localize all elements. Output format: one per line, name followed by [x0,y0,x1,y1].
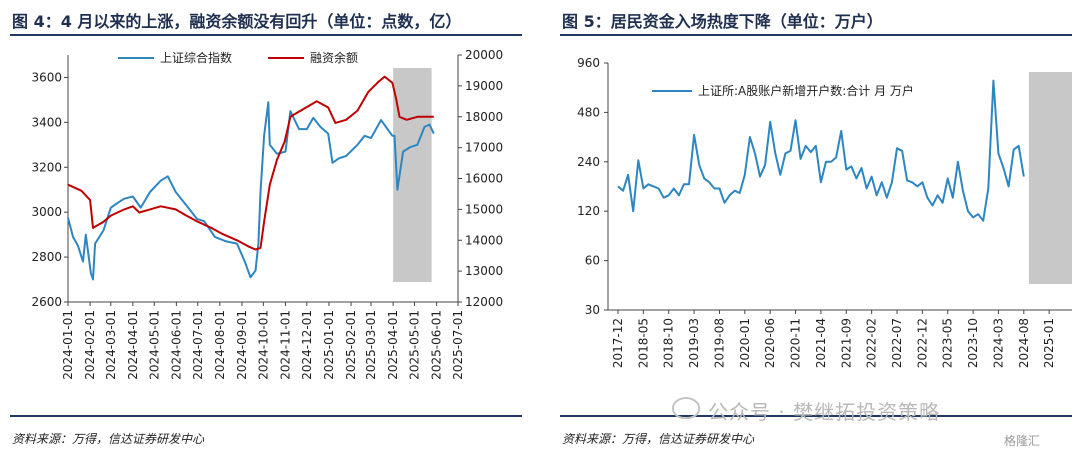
x-tick-label: 2024-04-01 [126,310,140,380]
y-left-tick-label: 3400 [31,115,62,129]
x-tick-label: 2023-05 [941,318,955,368]
x-tick-label: 2024-11-01 [278,310,292,380]
y-left-tick-label: 2600 [31,295,62,309]
x-tick-label: 2025-07-01 [451,310,465,380]
figure-4-panel: 图 4：4 月以来的上涨，融资余额没有回升（单位：点数，亿） 2600 2800 3… [0,0,530,453]
x-tick-label: 2021-04 [814,318,828,368]
x-tick-label: 2024-08 [1017,318,1031,368]
y-right-tick-label: 16000 [465,172,503,186]
y-left-tick-label: 3600 [31,70,62,84]
y-right-tick-label: 13000 [465,264,503,278]
legend-label: 上证所:A股账户新增开户数:合计 月 万户 [698,83,914,98]
y-tick-label: 30 [585,303,600,317]
wechat-icon [672,397,700,419]
figure-4-title-rule [10,34,522,36]
x-tick-label: 2024-07-01 [191,310,205,380]
x-tick-label: 2018-05 [636,318,650,368]
x-tick-label: 2024-10-01 [256,310,270,380]
y-left-tick-label: 3000 [31,205,62,219]
y-right-tick-label: 19000 [465,79,503,93]
x-tick-label: 2021-09 [839,318,853,368]
figure-4-source: 资料来源：万得，信达证券研发中心 [12,432,205,446]
x-tick-label: 2025-01 [1042,318,1056,368]
x-tick-label: 2020-01 [738,318,752,368]
x-tick-label: 2024-01-01 [61,310,75,380]
x-tick-label: 2022-12 [915,318,929,368]
figure-5-title-rule [560,34,1072,36]
x-tick-label: 2024-02-01 [83,310,97,380]
x-tick-label: 2019-08 [712,318,726,368]
y-right-tick-label: 20000 [465,48,503,62]
x-tick-label: 2024-06-01 [169,310,183,380]
x-tick-label: 2025-01-01 [322,310,336,380]
x-tick-label: 2024-03 [991,318,1005,368]
sse-composite-line [67,101,435,281]
y-right-tick-label: 17000 [465,141,503,155]
x-tick-label: 2024-09-01 [235,310,249,380]
x-tick-label: 2024-12-01 [300,310,314,380]
x-tick-label: 2020-06 [763,318,777,368]
x-tick-label: 2023-10 [966,318,980,368]
figure-5-chart: 30 60 120 240 480 960 2017-12 2018-05 2018-10 201… [577,56,1072,368]
new-accounts-line [617,79,1025,222]
y-right-tick-label: 18000 [465,110,503,124]
y-tick-label: 120 [577,204,600,218]
x-tick-label: 2025-03-01 [364,310,378,380]
y-tick-label: 960 [577,56,600,70]
legend-label: 上证综合指数 [160,50,232,65]
x-tick-label: 2025-02-01 [344,310,358,380]
x-tick-label: 2018-10 [662,318,676,368]
x-tick-label: 2017-12 [611,318,625,368]
figure-4-title: 图 4：4 月以来的上涨，融资余额没有回升（单位：点数，亿） [12,12,462,31]
figure-5-title: 图 5：居民资金入场热度下降（单位：万户） [562,12,883,31]
y-right-tick-label: 14000 [465,233,503,247]
x-tick-label: 2024-08-01 [213,310,227,380]
y-left-tick-label: 3200 [31,160,62,174]
y-tick-label: 60 [585,254,600,268]
y-tick-label: 240 [577,155,600,169]
y-right-tick-label: 12000 [465,295,503,309]
x-tick-label: 2025-05-01 [408,310,422,380]
x-tick-label: 2022-07 [890,318,904,368]
y-left-tick-label: 2800 [31,250,62,264]
x-tick-label: 2019-03 [687,318,701,368]
figure-4-bottom-rule [10,415,522,417]
watermark-text: 公众号 · 樊继拓投资策略 [672,396,940,425]
x-tick-label: 2024-03-01 [104,310,118,380]
figure-4-chart: 2600 2800 3000 3200 3400 3600 12000 13000 14000 1… [31,48,503,380]
legend-label: 融资余额 [310,50,358,65]
x-tick-label: 2025-04-01 [386,310,400,380]
x-tick-label: 2022-02 [865,318,879,368]
figure-5-bottom-rule [560,415,1072,417]
y-tick-label: 480 [577,105,600,119]
x-tick-label: 2025-06-01 [430,310,444,380]
x-tick-label: 2024-05-01 [147,310,161,380]
margin-balance-line [67,75,434,251]
brand-logo-text: 格隆汇 [1004,434,1041,448]
figure-5-source: 资料来源：万得，信达证券研发中心 [562,432,755,446]
watermark-label: 公众号 · 樊继拓投资策略 [708,400,941,424]
figure-5-panel: 图 5：居民资金入场热度下降（单位：万户） 30 60 120 240 480 960 20… [550,0,1080,453]
y-right-tick-label: 15000 [465,202,503,216]
shaded-region [1028,72,1072,284]
x-tick-label: 2020-11 [789,318,803,368]
